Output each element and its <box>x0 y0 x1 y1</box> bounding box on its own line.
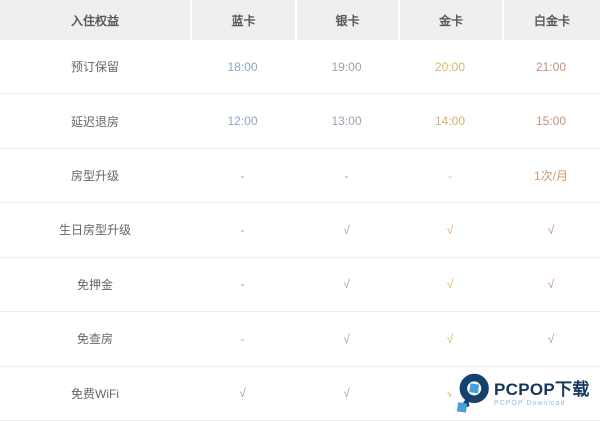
pcpop-logo-icon <box>456 373 489 413</box>
benefit-value-silver: - <box>344 168 349 183</box>
column-header-blue-card: 蓝卡 <box>190 0 295 40</box>
column-header-platinum-card: 白金卡 <box>502 0 600 40</box>
benefit-value-gold: 14:00 <box>434 114 466 129</box>
benefit-value-gold: 20:00 <box>434 59 466 74</box>
benefit-value-platinum: √ <box>547 331 555 346</box>
benefit-label: 预订保留 <box>70 60 119 75</box>
benefit-value-blue: - <box>240 277 245 292</box>
benefit-value-silver: √ <box>343 222 350 237</box>
benefit-label: 免押金 <box>76 277 113 292</box>
column-header-silver-card: 银卡 <box>295 0 398 40</box>
benefit-value-silver: 13:00 <box>331 114 362 129</box>
benefit-value-silver: 19:00 <box>331 59 362 74</box>
benefit-value-gold: √ <box>446 331 454 346</box>
table-row-late-checkout: 延迟退房 12:00 13:00 14:00 15:00 <box>0 94 600 149</box>
benefit-label: 房型升级 <box>70 169 119 184</box>
table-row-room-upgrade: 房型升级 - - - 1次/月 <box>0 149 600 204</box>
benefit-value-silver: √ <box>343 277 350 292</box>
benefit-value-gold: - <box>448 168 452 183</box>
benefit-value-blue: - <box>240 222 245 237</box>
benefit-value-silver: √ <box>343 386 350 401</box>
benefit-value-blue: - <box>240 331 245 346</box>
table-row-no-deposit: 免押金 - √ √ √ <box>0 258 600 313</box>
benefit-label: 生日房型升级 <box>58 223 131 238</box>
benefit-value-blue: 12:00 <box>227 114 258 129</box>
benefit-value-platinum: 21:00 <box>535 59 567 74</box>
table-header-row: 入住权益 蓝卡 银卡 金卡 白金卡 <box>0 0 600 40</box>
benefit-value-blue: 18:00 <box>227 59 258 74</box>
benefit-value-platinum: 15:00 <box>535 114 567 129</box>
benefit-label: 免费WiFi <box>71 386 119 401</box>
benefit-value-blue: - <box>240 168 245 183</box>
table-row-birthday-room-upgrade: 生日房型升级 - √ √ √ <box>0 203 600 258</box>
watermark-text: PCPOP下载 PCPOP Download <box>494 381 590 407</box>
benefit-label: 延迟退房 <box>70 114 119 129</box>
pcpop-watermark: PCPOP下载 PCPOP Download <box>451 370 598 417</box>
benefit-label: 免查房 <box>76 332 113 347</box>
table-row-reservation-hold: 预订保留 18:00 19:00 20:00 21:00 <box>0 40 600 95</box>
watermark-subtitle: PCPOP Download <box>494 399 566 407</box>
benefit-value-platinum: 1次/月 <box>533 169 568 184</box>
benefit-value-blue: √ <box>239 386 246 401</box>
table-row-no-room-inspection: 免查房 - √ √ √ <box>0 312 600 367</box>
benefit-value-gold: √ <box>446 386 454 401</box>
benefit-value-platinum: √ <box>547 277 555 292</box>
column-header-benefits: 入住权益 <box>0 0 190 40</box>
benefit-value-platinum: √ <box>547 222 555 237</box>
benefit-value-silver: √ <box>343 331 350 346</box>
column-header-gold-card: 金卡 <box>398 0 502 40</box>
benefit-value-gold: √ <box>446 277 454 292</box>
benefit-value-gold: √ <box>446 222 454 237</box>
watermark-title: PCPOP下载 <box>494 379 590 399</box>
